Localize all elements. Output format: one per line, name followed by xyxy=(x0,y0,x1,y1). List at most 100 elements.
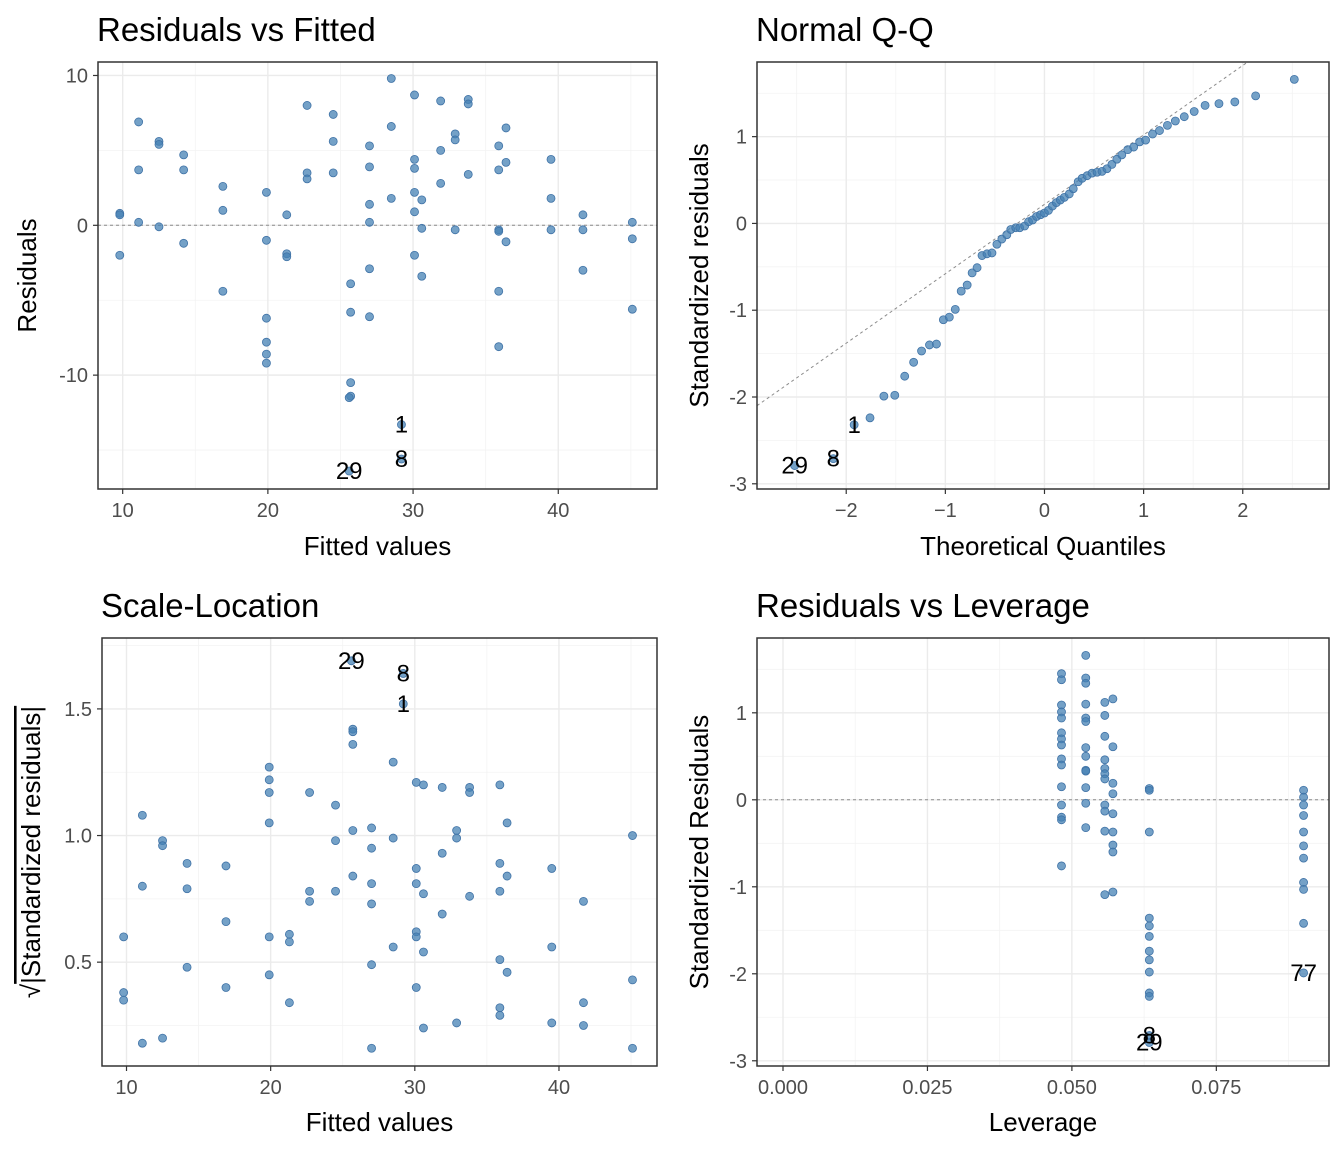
data-point xyxy=(410,163,419,173)
data-point xyxy=(1108,887,1118,897)
y-axis-title: Residuals xyxy=(12,218,42,332)
rvf-panel: 1 8 29 10 20 30 40 -10 0 10 Residuals vs Fitted Fit… xyxy=(12,11,658,561)
point-label: 8 xyxy=(395,446,408,473)
y-axis-title-text: |Standardized residuals| xyxy=(16,706,46,984)
data-point xyxy=(1057,800,1066,810)
data-point xyxy=(365,312,374,322)
data-point xyxy=(465,891,474,901)
data-point xyxy=(346,307,356,317)
panel-title: Residuals vs Leverage xyxy=(756,587,1090,624)
y-tick-label: 1 xyxy=(736,127,747,149)
data-point xyxy=(502,967,512,977)
data-point xyxy=(1100,697,1110,707)
data-point xyxy=(1299,841,1308,851)
point-label: 8 xyxy=(397,660,410,687)
data-point xyxy=(1144,827,1154,837)
data-point xyxy=(1299,792,1308,802)
data-point xyxy=(119,995,129,1005)
data-point xyxy=(137,1038,147,1048)
data-point xyxy=(495,886,505,896)
data-point xyxy=(1100,755,1110,765)
sqrt-symbol: √ xyxy=(16,983,46,998)
data-point xyxy=(262,187,271,197)
data-point xyxy=(305,896,314,906)
data-point xyxy=(1144,955,1154,965)
plot-background xyxy=(102,638,657,1066)
data-point xyxy=(579,998,588,1008)
data-point xyxy=(302,101,312,110)
data-point xyxy=(218,205,228,215)
data-point xyxy=(1144,946,1154,956)
data-point xyxy=(262,358,271,368)
data-point xyxy=(388,833,398,843)
data-point xyxy=(879,391,889,401)
plot-background xyxy=(757,62,1329,489)
point-label: 1 xyxy=(395,412,408,439)
y-tick-label: 1 xyxy=(736,703,747,725)
data-point xyxy=(344,466,354,476)
data-point xyxy=(1100,826,1110,836)
data-point xyxy=(494,226,504,236)
data-point xyxy=(221,983,231,992)
data-point xyxy=(398,669,408,678)
data-point xyxy=(264,970,274,980)
data-point xyxy=(328,168,338,178)
plot-background xyxy=(98,62,657,489)
point-label: 77 xyxy=(1290,960,1317,987)
panel-title: Normal Q-Q xyxy=(756,11,934,48)
data-point xyxy=(348,826,358,835)
data-point xyxy=(1081,798,1091,808)
data-point xyxy=(546,225,556,235)
plot-background xyxy=(757,638,1329,1066)
data-point xyxy=(386,122,396,131)
data-point xyxy=(419,1023,428,1033)
point-label: 29 xyxy=(338,648,365,675)
data-point xyxy=(410,207,419,217)
data-point xyxy=(1214,99,1224,109)
data-point xyxy=(494,342,504,352)
data-point xyxy=(365,264,374,274)
data-point xyxy=(1141,135,1151,145)
qq-reference-line xyxy=(757,62,1249,407)
data-point xyxy=(331,886,340,896)
data-point xyxy=(909,357,919,367)
x-tick-label: 20 xyxy=(260,1077,282,1099)
data-point xyxy=(282,210,292,220)
data-point xyxy=(417,195,427,205)
data-point xyxy=(1057,675,1066,685)
data-point xyxy=(494,286,504,296)
data-point xyxy=(134,217,144,227)
data-point xyxy=(305,886,314,896)
data-point xyxy=(1081,650,1091,660)
data-point xyxy=(154,222,164,232)
data-point xyxy=(137,810,147,820)
data-point xyxy=(1144,913,1154,923)
x-axis-title: Leverage xyxy=(989,1107,1097,1137)
data-point xyxy=(495,1003,505,1013)
data-point xyxy=(285,998,294,1008)
y-tick-label: 0 xyxy=(77,215,88,237)
data-point xyxy=(790,461,800,470)
data-point xyxy=(1108,694,1118,704)
data-point xyxy=(628,831,637,840)
data-point xyxy=(1251,91,1261,101)
data-point xyxy=(264,818,274,828)
y-tick-label: -3 xyxy=(729,474,747,496)
data-point xyxy=(417,271,427,281)
data-point xyxy=(154,140,164,149)
data-point xyxy=(348,739,358,749)
data-point xyxy=(1100,890,1110,900)
data-point xyxy=(419,780,428,790)
data-point xyxy=(346,279,356,289)
data-point xyxy=(285,937,294,947)
data-point xyxy=(436,96,446,106)
data-point xyxy=(1057,740,1066,750)
data-point xyxy=(628,1043,637,1053)
data-point xyxy=(501,237,511,247)
data-point xyxy=(410,90,419,100)
data-point xyxy=(158,841,167,851)
panel-border xyxy=(756,61,1330,490)
point-label: 8 xyxy=(1143,1023,1156,1050)
data-point xyxy=(495,955,505,965)
panel-title: Scale-Location xyxy=(101,587,319,624)
